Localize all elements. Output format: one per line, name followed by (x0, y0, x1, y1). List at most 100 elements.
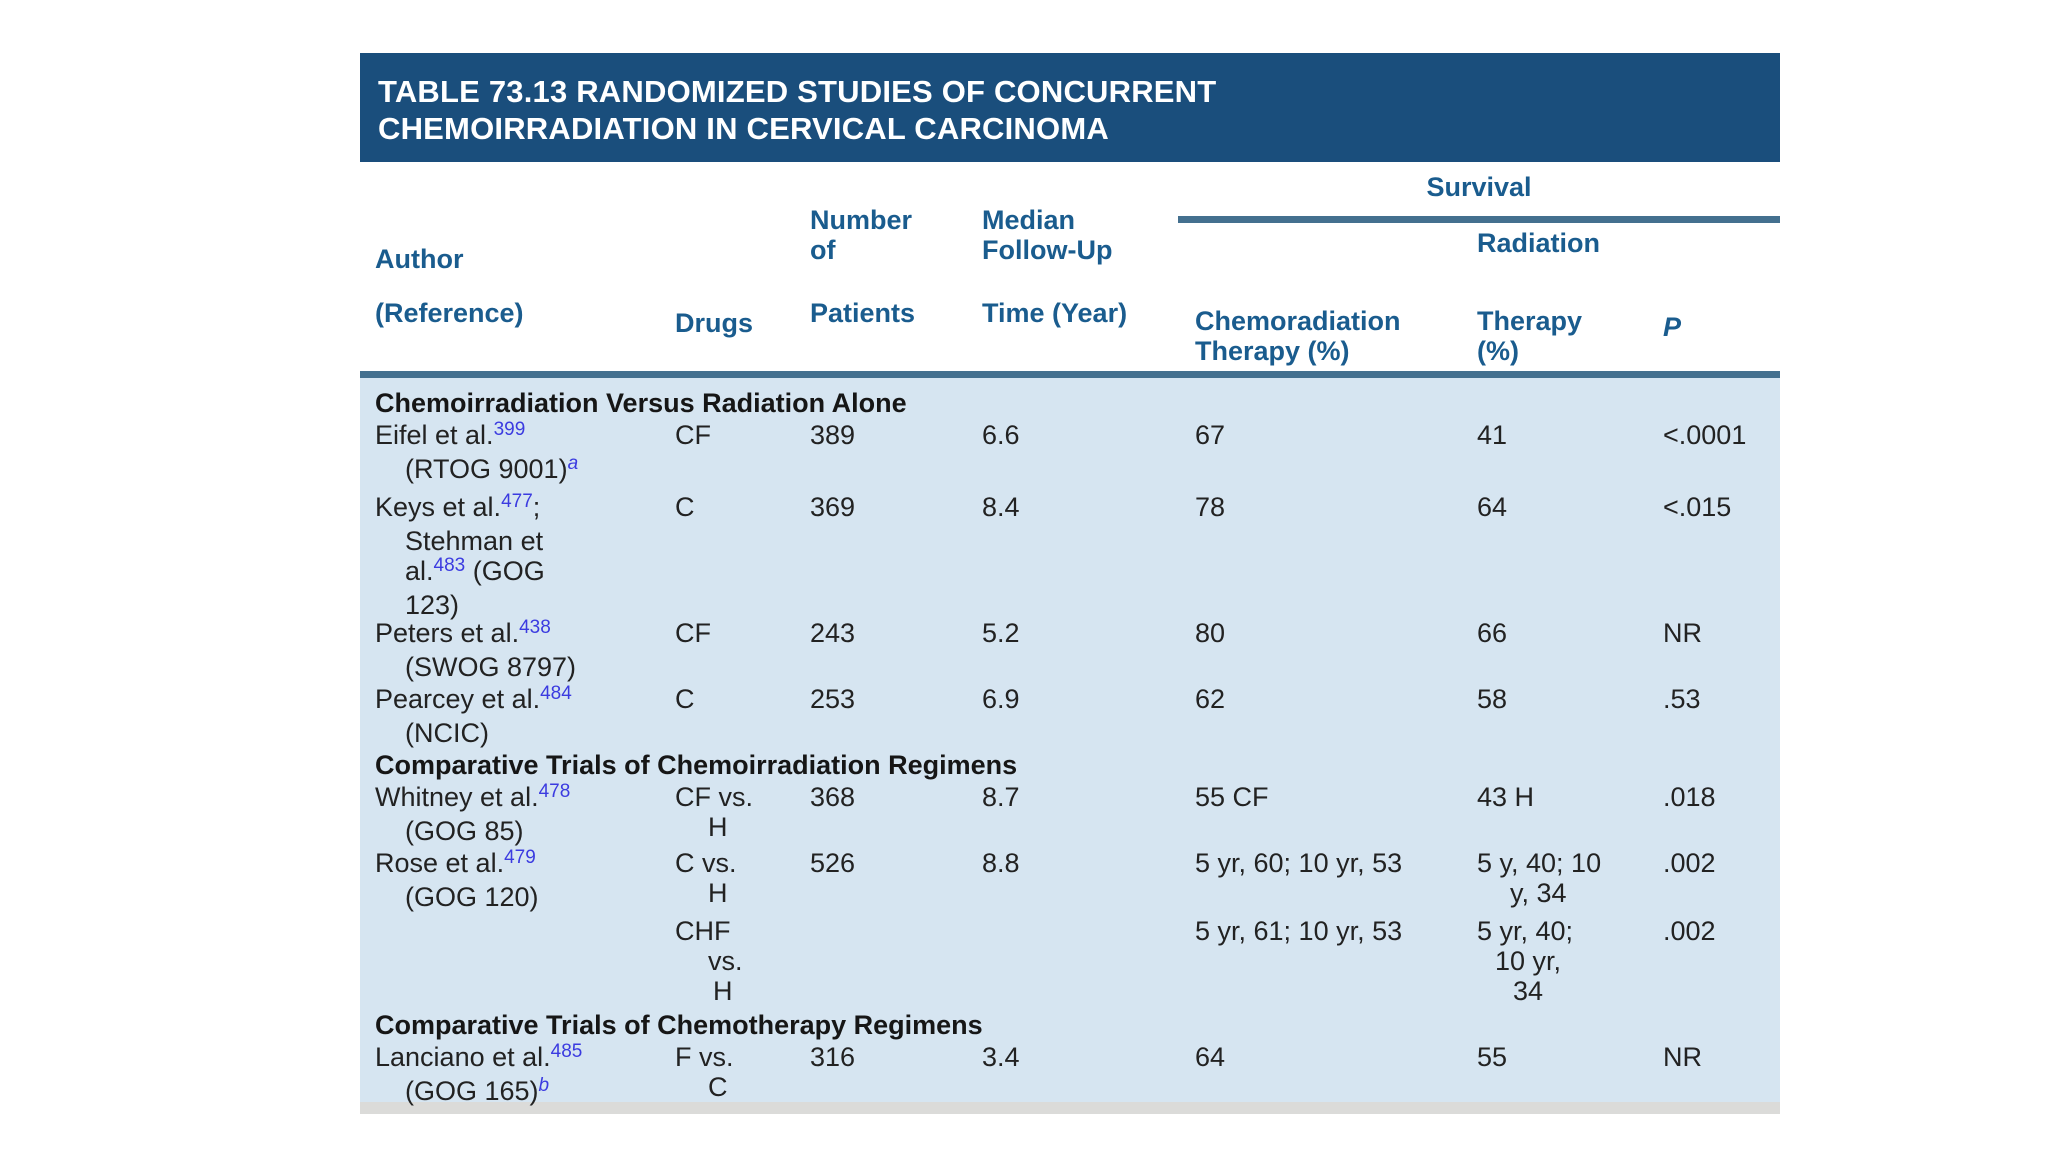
cell-text: 43 H (1477, 782, 1535, 812)
study-row: Eifel et al.399 (RTOG 9001)a CF 389 6.6 67 41 <… (360, 419, 1780, 484)
cell-text: 10 yr, (1495, 946, 1562, 976)
table-body: Chemoirradiation Versus Radiation Alone E… (360, 378, 1780, 1106)
footnote-link[interactable]: a (567, 453, 579, 474)
cell-line: CHF (675, 916, 743, 946)
col-header-patients: Patients (810, 298, 916, 328)
cell-text: (GOG (465, 556, 545, 586)
survival-group-rule (1178, 216, 1780, 223)
cell-line: 78 (1195, 492, 1225, 522)
followup-cell: 3.4 (982, 1042, 1020, 1072)
radiation-cell: 66 (1477, 618, 1507, 648)
cell-text: 66 (1477, 618, 1508, 648)
section-header: Comparative Trials of Chemotherapy Regim… (375, 1010, 983, 1040)
study-row: CHF vs. H 5 yr, 61; 10 yr, 53 5 yr, 40; 10 yr… (360, 916, 1780, 1006)
author-cell: Whitney et al.478 (GOG 85) (375, 781, 571, 846)
cell-text: 67 (1195, 420, 1226, 450)
cell-text: CF (675, 420, 711, 450)
cell-text: H (708, 812, 728, 842)
cell-text: 64 (1195, 1042, 1226, 1072)
cell-text: 8.7 (982, 782, 1020, 812)
reference-link[interactable]: 477 (501, 491, 533, 512)
cell-line: 5 y, 40; 10 (1477, 848, 1601, 878)
cell-text: 55 CF (1195, 782, 1269, 812)
cell-text: 243 (810, 618, 856, 648)
p-cell: .53 (1663, 684, 1701, 714)
cell-text: 369 (810, 492, 856, 522)
col-header-of: of (810, 235, 836, 265)
cell-line: Lanciano et al.485 (375, 1041, 583, 1076)
patients-cell: 316 (810, 1042, 855, 1072)
cell-text: 389 (810, 420, 856, 450)
cell-text: 78 (1195, 492, 1226, 522)
cell-text: 64 (1477, 492, 1508, 522)
chemo-cell: 55 CF (1195, 782, 1269, 812)
author-cell: Rose et al.479 (GOG 120) (375, 847, 539, 912)
cell-text: 5 yr, 61; 10 yr, 53 (1195, 916, 1403, 946)
cell-line: CF (675, 420, 711, 450)
col-header-drugs: Drugs (675, 308, 754, 338)
reference-link[interactable]: 484 (540, 683, 572, 704)
cell-line: Keys et al.477; (375, 491, 545, 526)
cell-text: 8.8 (982, 848, 1020, 878)
reference-link[interactable]: 483 (433, 555, 466, 576)
cell-text: 8.4 (982, 492, 1020, 522)
reference-link[interactable]: 485 (550, 1041, 583, 1062)
followup-cell: 6.6 (982, 420, 1020, 450)
col-header-median: Median (982, 205, 1076, 235)
cell-text: al. (405, 556, 434, 586)
cell-line: 5.2 (982, 618, 1020, 648)
cell-text: (GOG 85) (405, 816, 524, 846)
cell-text: C (675, 684, 695, 714)
cell-text: CF vs. (675, 782, 753, 812)
radiation-cell: 41 (1477, 420, 1507, 450)
followup-cell: 6.9 (982, 684, 1020, 714)
table-title-line1: TABLE 73.13 RANDOMIZED STUDIES OF CONCUR… (378, 74, 1217, 109)
study-row: Lanciano et al.485 (GOG 165)b F vs. C 316 3.4… (360, 1041, 1780, 1106)
cell-line: 6.6 (982, 420, 1020, 450)
cell-line: .018 (1663, 782, 1716, 812)
col-header-p-value: P (1663, 312, 1682, 342)
cell-line: (GOG 85) (375, 816, 570, 846)
cell-line: (NCIC) (375, 718, 572, 748)
col-header-chemoradiation-therapy: Chemoradiation Therapy (%) (1195, 306, 1401, 366)
reference-link[interactable]: 478 (538, 781, 571, 802)
cell-text: Pearcey et al. (375, 684, 541, 714)
p-cell: NR (1663, 618, 1702, 648)
cell-line: 369 (810, 492, 855, 522)
cell-line: C (675, 492, 695, 522)
author-cell: Lanciano et al.485 (GOG 165)b (375, 1041, 583, 1110)
reference-link[interactable]: 438 (519, 617, 551, 638)
cell-text: C (675, 492, 695, 522)
author-cell: Keys et al.477; Stehman et al.483 (GOG 123) (375, 491, 545, 620)
cell-line: 253 (810, 684, 855, 714)
cell-text: .018 (1663, 782, 1716, 812)
cell-text: Keys et al. (375, 492, 502, 522)
cell-text: (NCIC) (405, 718, 489, 748)
cell-line: Whitney et al.478 (375, 781, 571, 816)
reference-link[interactable]: 479 (504, 847, 536, 868)
col-header-median-followup: Median Follow-Up (982, 205, 1112, 265)
study-table: TABLE 73.13 RANDOMIZED STUDIES OF CONCUR… (360, 53, 1780, 1114)
cell-text: .002 (1663, 916, 1716, 946)
cell-text: 34 (1513, 976, 1544, 1006)
p-cell: .002 (1663, 848, 1716, 878)
drugs-cell: C (675, 684, 695, 714)
cell-text: Peters et al. (375, 618, 520, 648)
footnote-link[interactable]: b (538, 1075, 550, 1096)
reference-link[interactable]: 399 (493, 419, 526, 440)
p-cell: NR (1663, 1042, 1702, 1072)
study-row: Keys et al.477; Stehman et al.483 (GOG 123)… (360, 491, 1780, 620)
cell-line: 34 (1477, 976, 1573, 1006)
col-header-therapy: Therapy (1477, 306, 1583, 336)
cell-line: F vs. (675, 1042, 734, 1072)
cell-text: 5 yr, 60; 10 yr, 53 (1195, 848, 1403, 878)
cell-text: 6.9 (982, 684, 1020, 714)
cell-line: 58 (1477, 684, 1507, 714)
cell-line: al.483 (GOG (375, 555, 545, 590)
cell-text: Rose et al. (375, 848, 505, 878)
author-cell: Peters et al.438 (SWOG 8797) (375, 617, 576, 682)
drugs-cell: CF (675, 618, 711, 648)
cell-text: .002 (1663, 848, 1716, 878)
cell-line: C (675, 1072, 734, 1102)
cell-line: 8.4 (982, 492, 1020, 522)
